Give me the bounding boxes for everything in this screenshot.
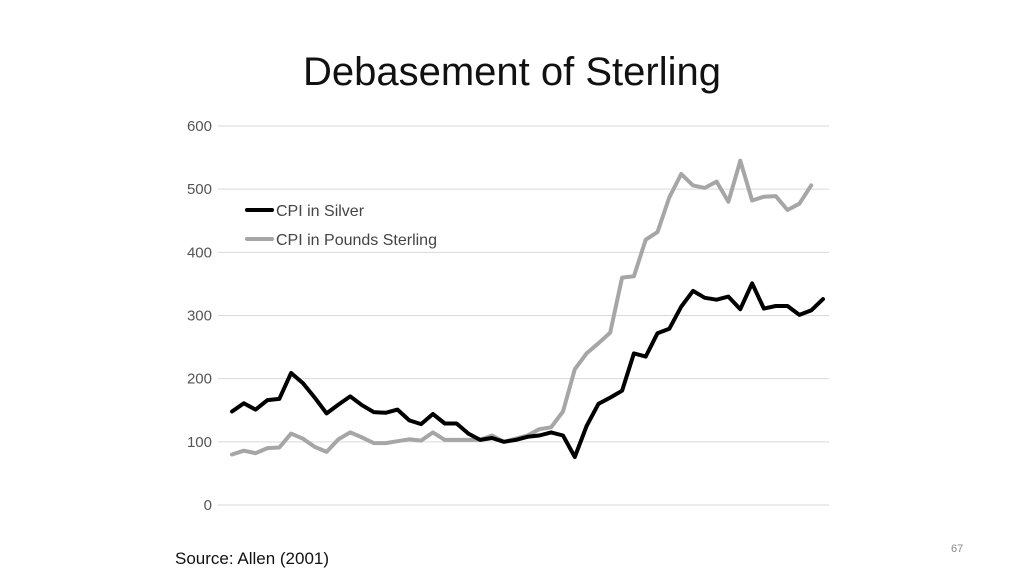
source-citation: Source: Allen (2001) xyxy=(175,549,330,568)
y-tick-label: 600 xyxy=(187,118,212,135)
page-number: 67 xyxy=(951,543,964,555)
chart-gridlines xyxy=(218,125,829,506)
y-tick-label: 200 xyxy=(187,371,212,388)
y-tick-label: 400 xyxy=(187,244,212,261)
series-line-cpi-silver xyxy=(230,281,825,459)
y-axis-tick-labels: 0 100 200 300 400 500 600 xyxy=(187,118,212,514)
chart-legend: CPI in Silver CPI in Pounds Sterling xyxy=(245,203,437,249)
slide-title: Debasement of Sterling xyxy=(302,50,721,94)
chart-series-group xyxy=(230,158,825,459)
y-tick-label: 0 xyxy=(204,497,212,514)
y-tick-label: 100 xyxy=(187,434,212,451)
legend-label: CPI in Silver xyxy=(276,203,365,220)
legend-label: CPI in Pounds Sterling xyxy=(276,232,437,249)
y-tick-label: 500 xyxy=(187,181,212,198)
y-tick-label: 300 xyxy=(187,308,212,325)
